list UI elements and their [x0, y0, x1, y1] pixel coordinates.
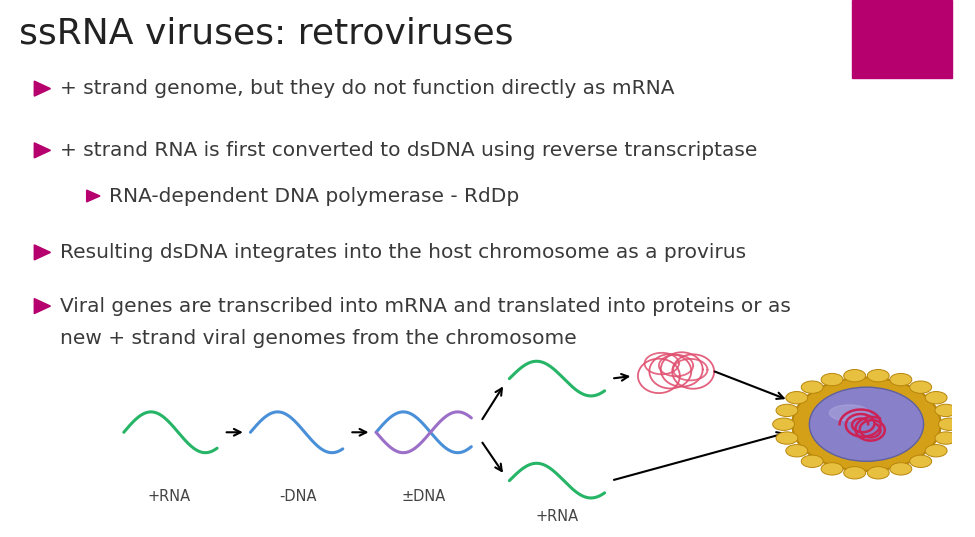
- Circle shape: [772, 418, 795, 431]
- Circle shape: [843, 369, 866, 382]
- Circle shape: [938, 418, 960, 431]
- Text: + strand genome, but they do not function directly as mRNA: + strand genome, but they do not functio…: [60, 79, 675, 98]
- Bar: [852, 0, 953, 78]
- Text: RNA-dependent DNA polymerase - RdDp: RNA-dependent DNA polymerase - RdDp: [109, 186, 520, 206]
- Circle shape: [801, 381, 823, 393]
- Circle shape: [890, 463, 912, 475]
- Text: + strand RNA is first converted to dsDNA using reverse transcriptase: + strand RNA is first converted to dsDNA…: [60, 141, 758, 160]
- Circle shape: [868, 467, 889, 479]
- Circle shape: [776, 404, 798, 417]
- Text: +RNA: +RNA: [148, 489, 191, 504]
- Ellipse shape: [792, 378, 941, 471]
- Text: new + strand viral genomes from the chromosome: new + strand viral genomes from the chro…: [60, 329, 577, 348]
- Circle shape: [890, 373, 912, 386]
- Polygon shape: [34, 245, 51, 260]
- Circle shape: [786, 391, 807, 404]
- Circle shape: [910, 381, 932, 393]
- Ellipse shape: [830, 405, 870, 421]
- Circle shape: [786, 445, 807, 457]
- Polygon shape: [34, 143, 51, 158]
- Text: Viral genes are transcribed into mRNA and translated into proteins or as: Viral genes are transcribed into mRNA an…: [60, 296, 791, 316]
- Text: +RNA: +RNA: [535, 509, 578, 524]
- Circle shape: [935, 404, 956, 417]
- Circle shape: [910, 455, 932, 468]
- Text: -DNA: -DNA: [279, 489, 317, 504]
- Circle shape: [801, 455, 823, 468]
- Text: ±DNA: ±DNA: [402, 489, 446, 504]
- Polygon shape: [34, 299, 51, 314]
- Circle shape: [776, 432, 798, 444]
- Polygon shape: [87, 190, 100, 202]
- Circle shape: [843, 467, 866, 479]
- Circle shape: [821, 373, 843, 386]
- Text: Resulting dsDNA integrates into the host chromosome as a provirus: Resulting dsDNA integrates into the host…: [60, 243, 746, 262]
- Circle shape: [868, 369, 889, 382]
- Ellipse shape: [809, 387, 923, 461]
- Circle shape: [935, 432, 956, 444]
- Circle shape: [925, 445, 947, 457]
- Circle shape: [821, 463, 843, 475]
- Text: ssRNA viruses: retroviruses: ssRNA viruses: retroviruses: [20, 16, 514, 50]
- Polygon shape: [34, 81, 51, 96]
- Circle shape: [925, 391, 947, 404]
